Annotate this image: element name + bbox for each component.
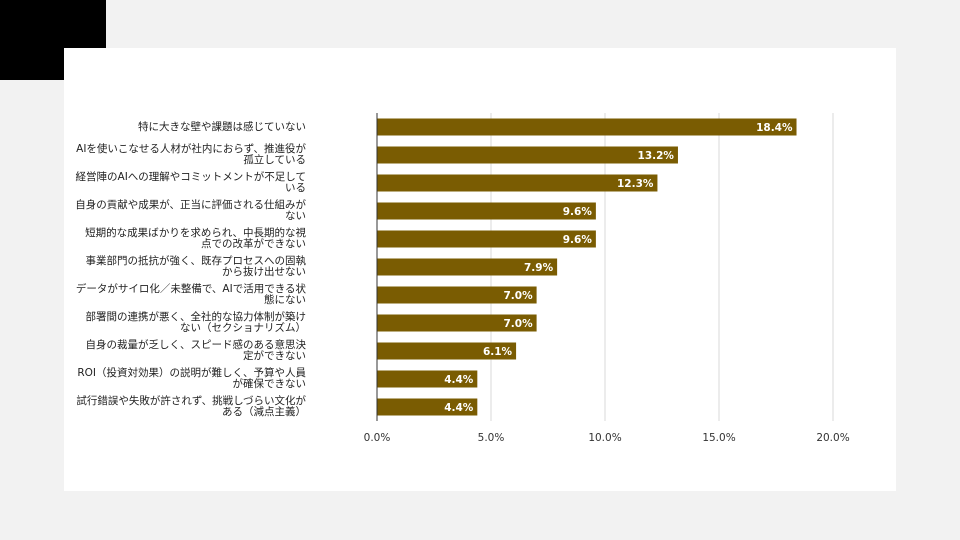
bar bbox=[377, 398, 478, 416]
bar-value-label: 9.6% bbox=[563, 234, 593, 246]
x-tick-label: 10.0% bbox=[588, 432, 622, 444]
bar bbox=[377, 230, 596, 248]
bar bbox=[377, 342, 517, 360]
bar bbox=[377, 174, 658, 192]
category-label: 自身の裁量が乏しく、スピード感のある意思決 定ができない bbox=[85, 339, 307, 362]
category-label: データがサイロ化／未整備で、AIで活用できる状 態にない bbox=[75, 283, 306, 306]
bar bbox=[377, 118, 797, 136]
bar-value-label: 4.4% bbox=[444, 402, 474, 414]
bar-value-label: 7.0% bbox=[503, 318, 533, 330]
bar bbox=[377, 286, 537, 304]
bar bbox=[377, 202, 596, 220]
bar bbox=[377, 370, 478, 388]
bar-value-label: 7.9% bbox=[524, 262, 554, 274]
bar-value-label: 7.0% bbox=[503, 290, 533, 302]
bar bbox=[377, 258, 558, 276]
bar-value-label: 13.2% bbox=[638, 150, 675, 162]
category-label: ROI（投資対効果）の説明が難しく、予算や人員 が確保できない bbox=[77, 367, 306, 390]
x-tick-label: 15.0% bbox=[702, 432, 736, 444]
x-tick-label: 20.0% bbox=[816, 432, 850, 444]
bar-value-label: 12.3% bbox=[617, 178, 654, 190]
bar-value-label: 4.4% bbox=[444, 374, 474, 386]
x-tick-label: 5.0% bbox=[477, 432, 505, 444]
bar bbox=[377, 146, 678, 164]
category-label: 事業部門の抵抗が強く、既存プロセスへの固執 から抜け出せない bbox=[85, 255, 307, 278]
category-label: AIを使いこなせる人材が社内におらず、推進役が 孤立している bbox=[76, 143, 306, 166]
category-label: 特に大きな壁や課題は感じていない bbox=[138, 120, 306, 133]
bar-value-label: 18.4% bbox=[756, 122, 793, 134]
category-label: 経営陣のAIへの理解やコミットメントが不足して いる bbox=[75, 171, 306, 194]
category-label: 自身の貢献や成果が、正当に評価される仕組みが ない bbox=[75, 199, 306, 222]
bar-value-label: 6.1% bbox=[483, 346, 513, 358]
bar-chart: 18.4% 13.2% 12.3% 9.6% 9.6% 7.9% 7.0% 7.0% 6.1% 4… bbox=[376, 113, 834, 421]
bar bbox=[377, 314, 537, 332]
category-label: 短期的な成果ばかりを求められ、中長期的な視 点での改革ができない bbox=[85, 227, 306, 250]
category-label: 試行錯誤や失敗が許されず、挑戦しづらい文化が ある（減点主義） bbox=[76, 395, 306, 418]
category-label: 部署間の連携が悪く、全社的な協力体制が築け ない（セクショナリズム） bbox=[85, 311, 307, 334]
bar-value-label: 9.6% bbox=[563, 206, 593, 218]
x-tick-label: 0.0% bbox=[363, 432, 391, 444]
chart-card: 18.4% 13.2% 12.3% 9.6% 9.6% 7.9% 7.0% 7.0% 6.1% 4… bbox=[64, 48, 896, 491]
